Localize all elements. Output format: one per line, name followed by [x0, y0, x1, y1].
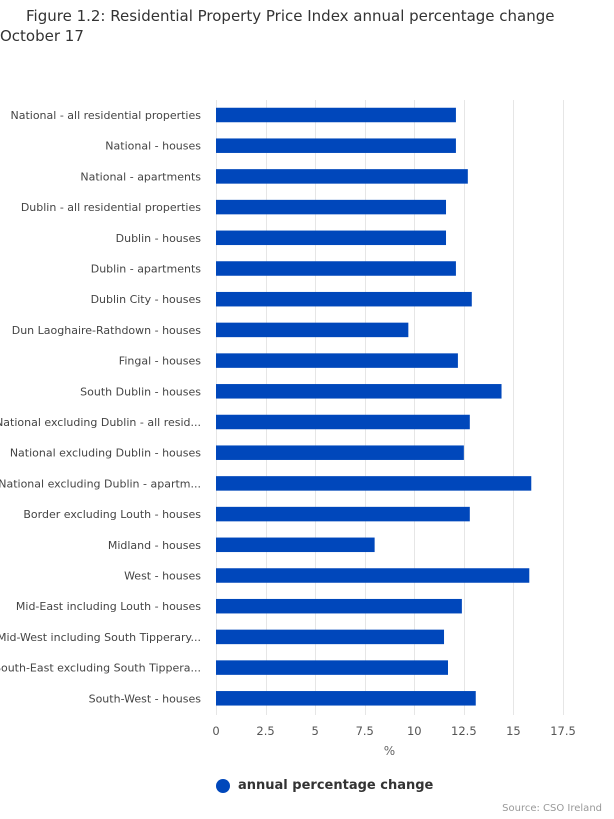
- bar[interactable]: [216, 384, 502, 399]
- x-tick-label: 15: [506, 724, 521, 738]
- x-tick-label: 0: [212, 724, 219, 738]
- bar[interactable]: [216, 629, 445, 645]
- category-label: National - all residential properties: [10, 109, 201, 122]
- bar[interactable]: [216, 568, 530, 583]
- source-credit: Source: CSO Ireland: [502, 803, 602, 814]
- bar[interactable]: [216, 291, 472, 307]
- bar[interactable]: [216, 230, 447, 246]
- category-label: Dublin - houses: [116, 232, 202, 245]
- category-label: National - apartments: [80, 170, 201, 183]
- category-label: Dublin City - houses: [91, 293, 202, 306]
- category-label: National excluding Dublin - all resid...: [0, 416, 201, 429]
- bars: [216, 107, 532, 706]
- bar[interactable]: [216, 107, 456, 123]
- bar[interactable]: [216, 169, 468, 184]
- x-tick-label: 10: [407, 724, 422, 738]
- gridlines: [216, 100, 564, 715]
- category-label: South-West - houses: [89, 692, 202, 705]
- legend-marker: [216, 778, 230, 793]
- bar[interactable]: [216, 691, 476, 706]
- category-label: National excluding Dublin - apartm...: [0, 477, 201, 490]
- bar[interactable]: [216, 199, 447, 215]
- bar[interactable]: [216, 261, 456, 276]
- bar[interactable]: [216, 506, 470, 522]
- x-axis-title: %: [384, 744, 395, 758]
- x-tick-label: 17.5: [550, 724, 576, 738]
- category-label: Border excluding Louth - houses: [23, 508, 201, 521]
- chart-title: Figure 1.2: Residential Property Price I…: [0, 7, 555, 45]
- category-label: South-East excluding South Tippera...: [0, 662, 201, 675]
- category-label: Midland - houses: [108, 539, 201, 552]
- bar[interactable]: [216, 414, 470, 430]
- bar[interactable]: [216, 598, 462, 614]
- x-tick-label: 5: [311, 724, 318, 738]
- bar[interactable]: [216, 445, 464, 460]
- category-label: Fingal - houses: [119, 355, 201, 368]
- category-label: Mid-West including South Tipperary...: [0, 631, 201, 644]
- category-labels: National - all residential properties Nat…: [0, 109, 201, 705]
- bar[interactable]: [216, 537, 375, 553]
- x-tick-label: 12.5: [451, 724, 477, 738]
- bar[interactable]: [216, 138, 456, 153]
- category-label: National - houses: [105, 140, 201, 153]
- bar[interactable]: [216, 476, 532, 491]
- x-tick-label: 2.5: [256, 724, 274, 738]
- legend[interactable]: annual percentage change: [216, 778, 433, 793]
- category-label: Dun Laoghaire-Rathdown - houses: [12, 324, 202, 337]
- legend-label: annual percentage change: [238, 778, 434, 793]
- category-label: South Dublin - houses: [80, 385, 201, 398]
- category-label: Mid-East including Louth - houses: [16, 600, 201, 613]
- x-tick-labels: 0 2.5 5 7.5 10 12.5 15 17.5: [212, 724, 575, 738]
- category-label: West - houses: [124, 570, 201, 583]
- bar[interactable]: [216, 660, 448, 675]
- x-tick-label: 7.5: [356, 724, 374, 738]
- bar[interactable]: [216, 322, 409, 338]
- bar[interactable]: [216, 353, 458, 368]
- category-label: National excluding Dublin - houses: [10, 447, 201, 460]
- category-label: Dublin - apartments: [91, 263, 202, 276]
- category-label: Dublin - all residential properties: [21, 201, 201, 214]
